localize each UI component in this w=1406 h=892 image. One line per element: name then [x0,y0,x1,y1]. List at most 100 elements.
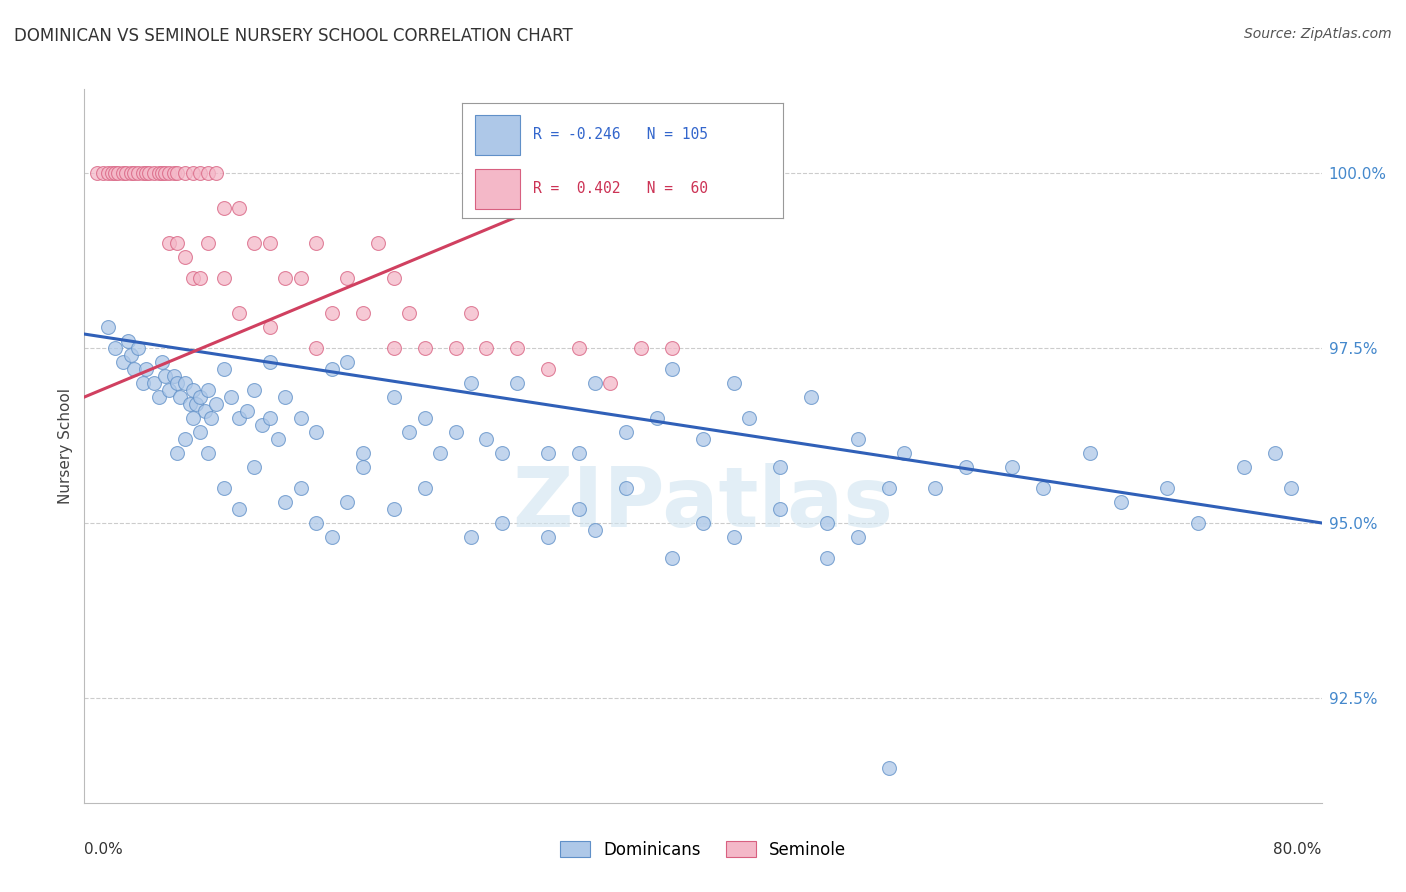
Point [352,460,374,475]
Point [243,460,266,475]
Point [506,341,529,355]
Point [815,550,838,565]
Point [692,516,714,530]
Point [259,236,281,251]
Point [877,481,900,495]
Point [153,166,176,180]
Text: ZIPatlas: ZIPatlas [513,463,893,543]
Point [382,271,405,285]
Point [200,411,222,425]
Point [120,348,142,362]
Point [188,425,212,439]
Point [221,390,243,404]
Point [893,446,915,460]
Point [181,411,204,425]
Point [169,390,191,404]
Point [398,425,420,439]
Point [150,355,173,369]
Point [645,411,668,425]
Text: DOMINICAN VS SEMINOLE NURSERY SCHOOL CORRELATION CHART: DOMINICAN VS SEMINOLE NURSERY SCHOOL COR… [14,27,572,45]
Point [166,446,188,460]
Point [120,166,142,180]
Point [132,376,155,390]
Point [475,341,498,355]
Point [382,502,405,516]
Point [583,523,606,537]
Point [398,306,420,320]
Point [101,166,124,180]
Point [815,516,838,530]
Point [181,166,204,180]
Point [122,166,145,180]
Point [537,446,560,460]
Point [86,166,108,180]
Point [290,481,312,495]
Text: Source: ZipAtlas.com: Source: ZipAtlas.com [1244,27,1392,41]
Point [444,425,467,439]
Point [274,495,297,509]
Point [194,404,217,418]
Point [104,166,127,180]
Point [429,446,451,460]
Point [143,166,166,180]
Point [290,411,312,425]
Point [460,530,482,544]
Text: 0.0%: 0.0% [84,842,124,857]
Point [159,383,181,397]
Point [1187,516,1209,530]
Point [290,271,312,285]
Point [267,432,290,446]
Point [150,166,173,180]
Point [163,369,186,384]
Point [382,390,405,404]
Point [174,432,197,446]
Point [174,376,197,390]
Point [661,341,683,355]
Point [352,306,374,320]
Point [630,341,652,355]
Point [128,341,150,355]
Point [184,397,207,411]
Point [599,376,621,390]
Point [197,383,219,397]
Point [97,166,120,180]
Point [1233,460,1256,475]
Point [537,530,560,544]
Point [769,502,792,516]
Point [212,481,235,495]
Point [122,362,145,376]
Point [197,236,219,251]
Point [382,341,405,355]
Point [188,166,212,180]
Point [321,530,343,544]
Point [97,320,120,334]
Point [228,201,250,215]
Point [153,369,176,384]
Point [1156,481,1178,495]
Point [1078,446,1101,460]
Point [413,411,436,425]
Point [614,481,637,495]
Point [163,166,186,180]
Point [800,390,823,404]
Point [305,236,328,251]
Point [181,271,204,285]
Point [212,271,235,285]
Point [846,432,869,446]
Point [877,761,900,775]
Point [148,390,170,404]
Point [274,390,297,404]
Point [252,417,274,432]
Point [212,201,235,215]
Point [132,166,155,180]
Point [413,481,436,495]
Point [91,166,114,180]
Point [179,397,201,411]
Point [924,481,946,495]
Point [1109,495,1132,509]
Point [174,250,197,264]
Point [243,236,266,251]
Point [174,166,197,180]
Point [143,376,166,390]
Point [259,355,281,369]
